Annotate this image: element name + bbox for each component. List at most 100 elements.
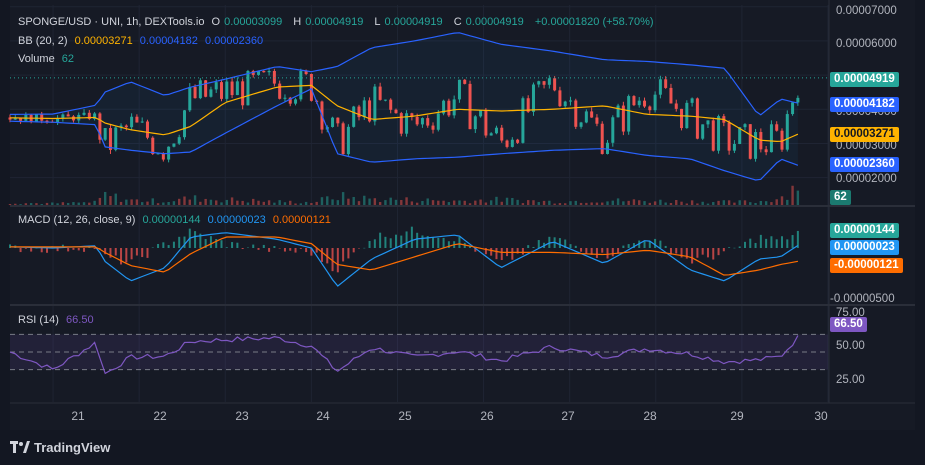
- brand-name: TradingView: [34, 440, 111, 455]
- candle-body: [87, 112, 91, 119]
- candle-body: [431, 125, 435, 130]
- candle-body: [246, 70, 250, 106]
- volume-bar: [733, 202, 736, 205]
- macd-histogram-bar: [305, 248, 308, 253]
- candle-body: [257, 70, 261, 75]
- candle-body: [346, 126, 350, 155]
- volume-bar: [378, 202, 382, 205]
- volume-bar: [431, 200, 435, 205]
- macd-legend[interactable]: MACD (12, 26, close, 9) 0.00000144 0.000…: [18, 213, 335, 227]
- macd-histogram-bar: [659, 240, 662, 248]
- macd-histogram-bar: [56, 248, 59, 252]
- candle-body: [341, 123, 345, 155]
- volume-bar: [569, 201, 572, 205]
- volume-bar: [511, 197, 514, 205]
- macd-histogram-bar: [426, 236, 429, 248]
- candle-body: [331, 117, 335, 127]
- candle-body: [479, 110, 483, 117]
- candle-body: [182, 110, 186, 138]
- symbol-title[interactable]: SPONGE/USD · UNI, 1h, DEXTools.io: [18, 16, 205, 28]
- candle-body: [373, 86, 377, 122]
- macd-histogram-bar: [606, 248, 609, 259]
- candle-body: [595, 117, 599, 124]
- macd-histogram-bar: [405, 231, 408, 248]
- candle-body: [627, 96, 631, 132]
- volume-bar: [320, 197, 324, 205]
- macd-histogram-bar: [336, 248, 339, 273]
- candle-body: [542, 81, 546, 85]
- rsi-label: RSI (14): [18, 314, 59, 326]
- candle-body: [500, 127, 504, 141]
- candle-body: [473, 116, 477, 130]
- macd-histogram-bar: [141, 248, 144, 258]
- candle-body: [621, 105, 625, 132]
- volume-bar: [595, 202, 599, 205]
- macd-tick: -0.00000500: [830, 293, 895, 305]
- macd-histogram-bar: [151, 247, 154, 249]
- volume-bar: [680, 201, 683, 205]
- volume-bar: [183, 196, 186, 205]
- macd-histogram-bar: [331, 248, 334, 272]
- candle-body: [484, 110, 488, 136]
- volume-bar: [45, 202, 49, 205]
- rsi-legend[interactable]: RSI (14) 66.50: [18, 313, 98, 327]
- candle-body: [172, 143, 176, 147]
- volume-bar: [72, 202, 75, 205]
- volume-bar: [685, 203, 689, 205]
- candle-body: [82, 112, 86, 115]
- bb-legend[interactable]: BB (20, 2) 0.00003271 0.00004182 0.00002…: [18, 34, 267, 48]
- candle-body: [584, 111, 588, 123]
- rsi-line: [9, 335, 799, 375]
- volume-bar: [151, 198, 154, 205]
- candle-body: [568, 100, 572, 102]
- volume-bar: [579, 202, 583, 205]
- volume-bar: [14, 203, 17, 205]
- candle-body: [494, 127, 498, 134]
- tradingview-icon: [10, 441, 30, 453]
- bb-middle-badge: 0.00003271: [830, 127, 899, 142]
- macd-histogram-bar: [93, 248, 96, 249]
- volume-bar: [410, 201, 414, 205]
- volume-bar: [537, 202, 540, 205]
- macd-histogram-bar: [157, 243, 160, 248]
- volume-bar: [257, 200, 260, 205]
- volume-badge: 62: [830, 190, 851, 205]
- volume-bar: [299, 203, 303, 205]
- candle-body: [791, 102, 795, 115]
- volume-bar: [722, 200, 726, 205]
- volume-bar: [146, 201, 149, 205]
- volume-bar: [167, 201, 170, 205]
- macd-hist-value: 0.00000144: [142, 214, 201, 226]
- tradingview-logo[interactable]: TradingView: [10, 440, 110, 455]
- candle-body: [711, 120, 715, 151]
- candle-body: [299, 70, 303, 100]
- macd-histogram-bar: [67, 248, 70, 252]
- macd-histogram-bar: [183, 236, 186, 248]
- volume-bar: [754, 202, 757, 205]
- volume-bar: [331, 199, 334, 205]
- candle-body: [764, 149, 768, 153]
- macd-histogram-bar: [558, 238, 561, 248]
- macd-histogram-bar: [791, 235, 794, 248]
- price-tick: 0.00002000: [836, 173, 897, 185]
- candle-body: [220, 82, 224, 99]
- volume-bar: [178, 198, 181, 205]
- volume-bar: [421, 201, 424, 205]
- volume-bar: [553, 203, 556, 205]
- candle-body: [151, 137, 155, 155]
- volume-bar: [601, 202, 604, 205]
- volume-bar: [548, 200, 551, 205]
- volume-bar: [405, 197, 408, 205]
- macd-histogram-bar: [236, 242, 239, 248]
- macd-histogram-bar: [442, 237, 445, 248]
- candle-body: [251, 70, 255, 75]
- volume-bar: [88, 202, 91, 205]
- candle-body: [13, 118, 17, 120]
- rsi-tick: 50.00: [836, 340, 865, 352]
- volume-bar: [61, 202, 65, 205]
- volume-legend[interactable]: Volume 62: [18, 52, 78, 66]
- volume-bar: [130, 199, 133, 205]
- candle-body: [785, 114, 789, 150]
- macd-histogram-bar: [696, 248, 699, 258]
